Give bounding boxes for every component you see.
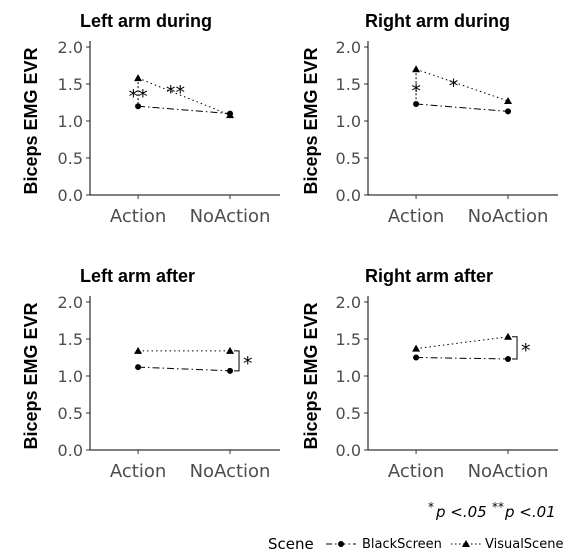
y-tick-label: 1.5 <box>336 75 361 94</box>
point-blackscreen-action <box>413 354 420 361</box>
legend-label-visualscene: VisualScene <box>485 537 563 552</box>
series-line-blackscreen <box>416 103 509 112</box>
y-axis-label: Biceps EMG EVR <box>21 47 41 194</box>
significance-note: * p <.05 ** p <.01 <box>428 500 556 521</box>
legend-label-blackscreen: BlackScreen <box>362 537 442 552</box>
y-tick-label: 0.5 <box>336 404 361 423</box>
significance-star: * <box>243 353 253 375</box>
x-tick-label-action: Action <box>388 461 444 482</box>
y-tick-label: 0.5 <box>58 149 83 168</box>
y-axis-label: Biceps EMG EVR <box>301 302 321 449</box>
panel-left-arm-after: Left arm after Biceps EMG EVR 0.0 0.5 1.0 1.5… <box>21 266 280 482</box>
point-visualscene-noaction <box>226 111 235 119</box>
y-tick-label: 2.0 <box>58 293 83 312</box>
x-tick-label-noaction: NoAction <box>190 206 271 227</box>
legend-title: Scene <box>268 535 314 552</box>
legend-marker-triangle <box>462 540 470 547</box>
panel-title: Left arm after <box>80 266 195 286</box>
x-tick-label-action: Action <box>110 461 166 482</box>
series-line-blackscreen <box>416 357 509 360</box>
y-tick-label: 1.0 <box>336 367 361 386</box>
significance-bracket <box>512 336 518 360</box>
note-star-1: * <box>428 500 434 514</box>
point-blackscreen-noaction <box>505 355 512 362</box>
x-tick-label-noaction: NoAction <box>468 461 549 482</box>
significance-stars: * <box>411 81 421 103</box>
point-visualscene-noaction <box>504 332 513 340</box>
significance-stars: * <box>449 76 459 98</box>
panel-right-arm-during: Right arm during Biceps EMG EVR 0.0 0.5 1.0 1… <box>301 11 558 227</box>
note-star-2: ** <box>492 500 504 514</box>
note-p-01: p <.01 <box>504 503 556 521</box>
series-line-visualscene <box>137 77 231 116</box>
series-line-blackscreen <box>138 366 231 372</box>
point-blackscreen-action <box>135 364 142 371</box>
point-visualscene-action <box>412 65 421 73</box>
point-visualscene-action <box>134 346 143 354</box>
y-tick-label: 1.5 <box>58 75 83 94</box>
x-tick-label-noaction: NoAction <box>190 461 271 482</box>
x-tick-label-action: Action <box>110 206 166 227</box>
y-tick-label: 2.0 <box>336 293 361 312</box>
y-tick-label: 0.0 <box>58 441 83 460</box>
point-blackscreen-action <box>413 100 420 107</box>
panel-title: Right arm during <box>365 11 510 31</box>
panel-left-arm-during: Left arm during Biceps EMG EVR 0.0 0.5 1.0 1.… <box>21 11 280 227</box>
y-tick-label: 0.0 <box>58 186 83 205</box>
series-line-visualscene <box>416 336 509 350</box>
point-visualscene-action <box>134 74 143 82</box>
point-blackscreen-action <box>135 103 142 110</box>
legend-marker-circle <box>338 541 344 547</box>
y-tick-label: 1.0 <box>58 367 83 386</box>
y-tick-label: 2.0 <box>58 38 83 57</box>
point-visualscene-action <box>412 344 421 352</box>
series-line-blackscreen <box>138 105 231 115</box>
y-tick-label: 1.5 <box>336 330 361 349</box>
point-visualscene-noaction <box>504 97 513 105</box>
panel-title: Left arm during <box>80 11 212 31</box>
y-tick-label: 0.5 <box>336 149 361 168</box>
point-visualscene-noaction <box>226 346 235 354</box>
y-axis-label: Biceps EMG EVR <box>301 47 321 194</box>
legend: Scene BlackScreen VisualScene <box>268 535 563 552</box>
y-tick-label: 1.0 <box>58 112 83 131</box>
significance-stars: ** <box>166 82 185 104</box>
y-axis-label: Biceps EMG EVR <box>21 302 41 449</box>
significance-star: * <box>521 340 531 362</box>
chart-panels: Left arm during Biceps EMG EVR 0.0 0.5 1.0 1.… <box>21 11 558 482</box>
y-tick-label: 2.0 <box>336 38 361 57</box>
panel-right-arm-after: Right arm after Biceps EMG EVR 0.0 0.5 1.0 1.… <box>301 266 558 482</box>
note-p-05: p <.05 <box>435 503 487 521</box>
panel-title: Right arm after <box>365 266 493 286</box>
significance-bracket <box>234 350 240 372</box>
significance-stars: ** <box>129 86 148 108</box>
y-tick-label: 0.0 <box>336 441 361 460</box>
series-line-visualscene <box>415 68 509 102</box>
y-tick-label: 1.0 <box>336 112 361 131</box>
y-tick-label: 1.5 <box>58 330 83 349</box>
x-tick-label-action: Action <box>388 206 444 227</box>
x-tick-label-noaction: NoAction <box>468 206 549 227</box>
y-tick-label: 0.5 <box>58 404 83 423</box>
y-tick-label: 0.0 <box>336 186 361 205</box>
point-blackscreen-noaction <box>505 108 512 115</box>
point-blackscreen-noaction <box>227 367 234 374</box>
